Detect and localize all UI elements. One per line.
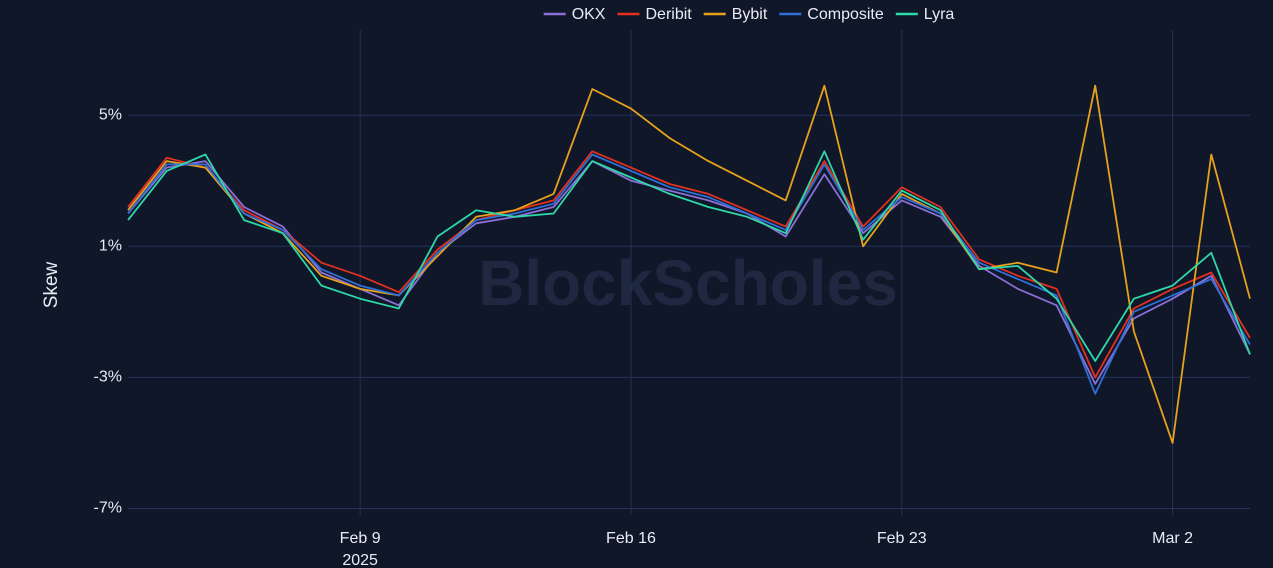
y-tick-label: -3% [94,369,122,386]
watermark: BlockScholes [478,247,898,319]
legend-label: Lyra [924,6,955,23]
legend-item: Lyra [895,6,955,23]
y-tick-label: 1% [99,238,122,255]
x-tick-label: Feb 9 [340,530,381,547]
x-tick-label: Feb 16 [606,530,656,547]
series-line [127,150,1251,379]
legend-item: Deribit [617,6,692,23]
y-tick-label: 5% [99,106,122,123]
x-tick-label: Mar 2 [1152,530,1193,547]
y-tick-label: -7% [94,500,122,517]
series-line [127,160,1251,385]
series-line [127,150,1251,362]
legend-item: Bybit [703,6,768,23]
legend-label: Deribit [645,6,692,23]
x-year-label: 2025 [342,552,378,568]
series-line [127,84,1251,444]
x-tick-label: Feb 23 [877,530,927,547]
legend-item: OKX [543,6,606,23]
legend-label: Composite [807,6,884,23]
legend-item: Composite [779,6,884,23]
legend-label: OKX [572,6,606,23]
legend-label: Bybit [732,6,768,23]
legend: OKX Deribit Bybit Composite Lyra [543,6,955,23]
series-line [127,153,1251,395]
y-axis-title: Skew [41,261,62,308]
